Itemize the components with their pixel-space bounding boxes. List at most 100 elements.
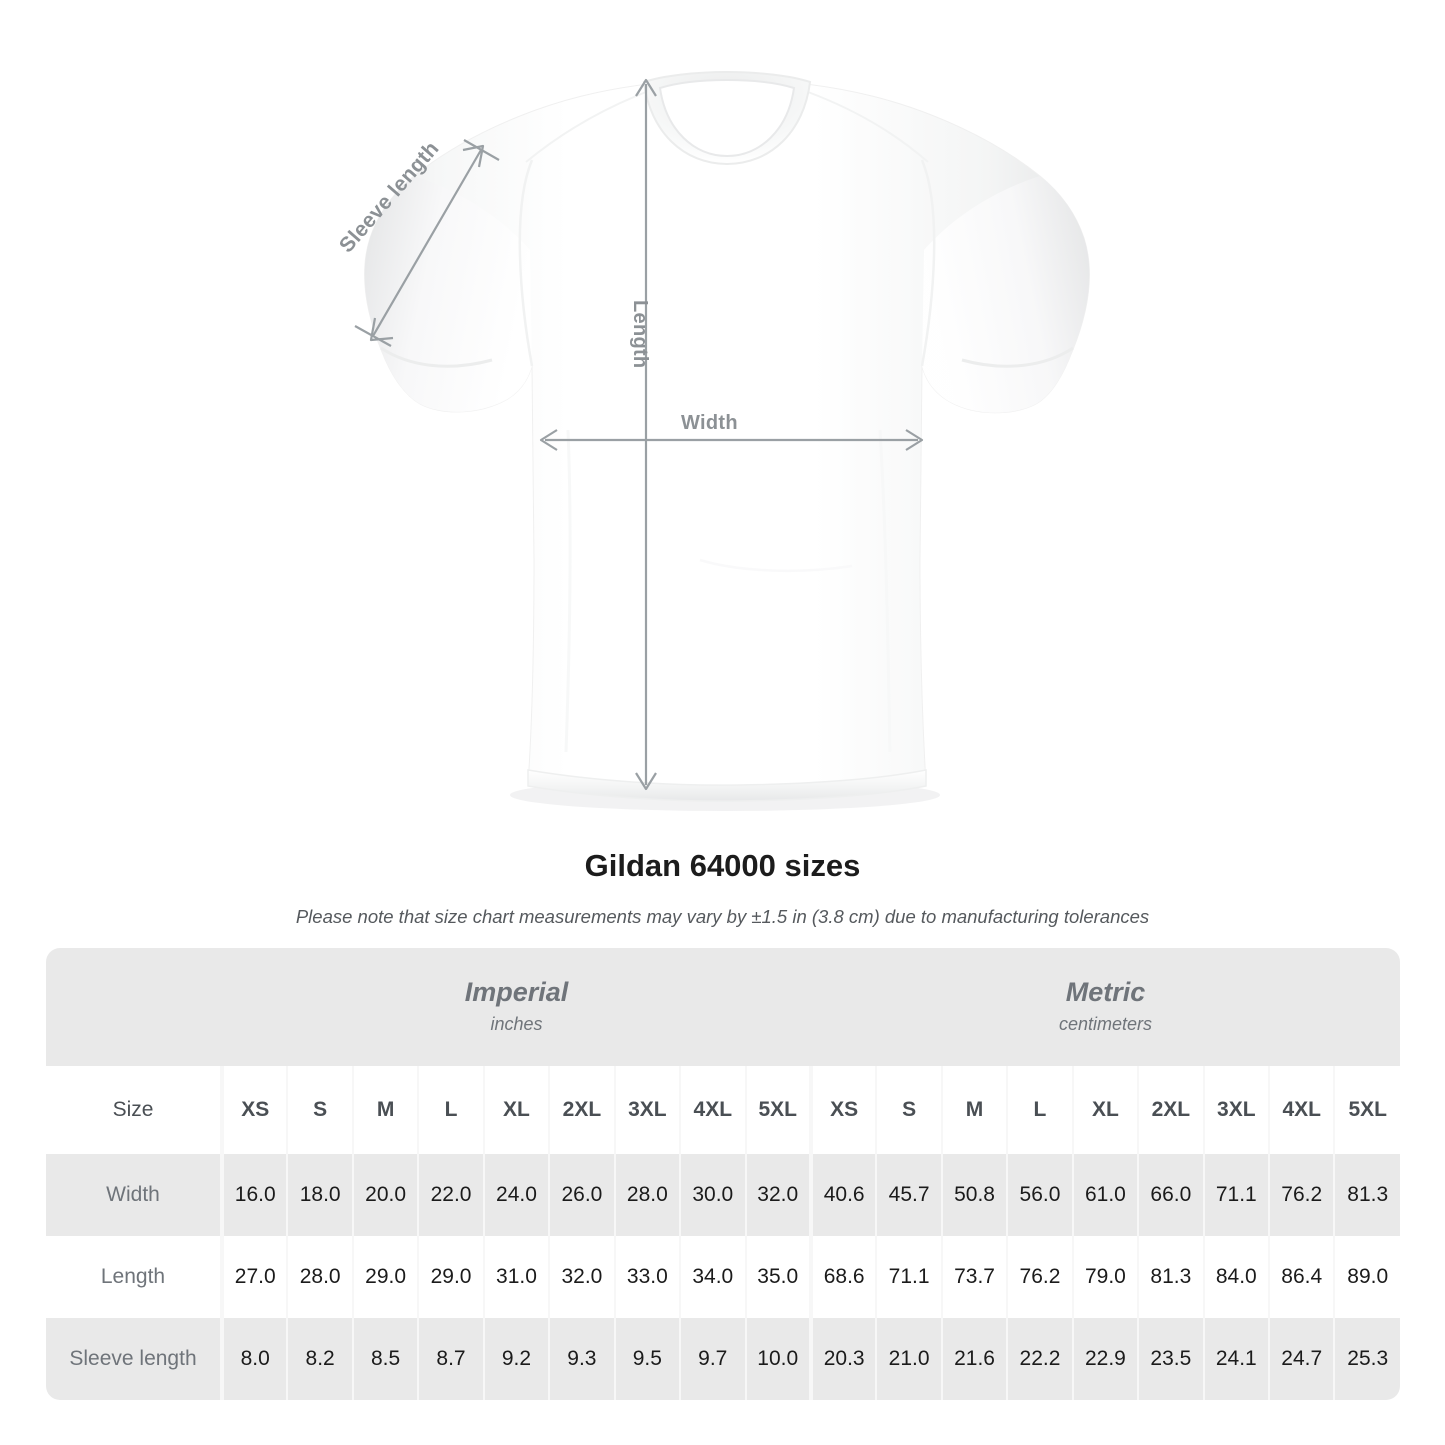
measurement-cell: 29.0: [417, 1236, 484, 1318]
measurement-cell: 50.8: [940, 1154, 1008, 1236]
measurement-cell: 31.0: [482, 1236, 550, 1318]
size-header-cell: M: [940, 1066, 1008, 1154]
size-header-cell: M: [351, 1066, 419, 1154]
measurement-cell: 16.0: [219, 1154, 288, 1236]
measurement-cell: 22.0: [417, 1154, 484, 1236]
measurement-cell: 81.3: [1137, 1236, 1204, 1318]
measurement-cell: 9.2: [482, 1318, 550, 1400]
measurement-cell: 25.3: [1333, 1318, 1400, 1400]
tolerance-note: Please note that size chart measurements…: [295, 906, 1150, 927]
table-row: Length 27.0 28.0 29.0 29.0 31.0 32.0 33.0 34.0 35…: [46, 1236, 1400, 1318]
measurement-cell: 29.0: [351, 1236, 419, 1318]
page-title: Gildan 64000 sizes: [584, 848, 861, 883]
measurement-cell: 33.0: [613, 1236, 681, 1318]
measurement-cell: 61.0: [1071, 1154, 1139, 1236]
size-header-cell: S: [286, 1066, 353, 1154]
left-shoulder-fold: [525, 91, 647, 163]
measurement-cell: 22.9: [1071, 1318, 1139, 1400]
sleeve-dimension-arrow: [354, 139, 500, 347]
measurement-cell: 24.7: [1267, 1318, 1335, 1400]
size-header-cell: L: [1006, 1066, 1073, 1154]
tshirt-illustration: [354, 70, 1090, 811]
size-header-cell: 2XL: [1137, 1066, 1204, 1154]
measurement-cell: 20.3: [808, 1318, 877, 1400]
measurement-cell: 68.6: [808, 1236, 877, 1318]
table-size-row: Size XS S M L XL 2XL 3XL 4XL 5XL XS S M L XL 2XL 3XL 4XL 5…: [46, 1066, 1400, 1154]
measurement-cell: 24.0: [482, 1154, 550, 1236]
bottom-hem: [527, 769, 927, 802]
system-header-spacer: [46, 948, 222, 1066]
row-label-size: Size: [46, 1066, 222, 1154]
measurement-cell: 73.7: [940, 1236, 1008, 1318]
size-header-cell: 3XL: [613, 1066, 681, 1154]
size-header-cell: 2XL: [548, 1066, 615, 1154]
right-armhole-seam: [920, 159, 936, 367]
measurement-cell: 21.6: [940, 1318, 1008, 1400]
right-shoulder-fold: [807, 91, 929, 163]
right-sleeve-shading: [922, 176, 1090, 413]
system-name: Imperial: [464, 977, 569, 1007]
measurement-cell: 8.2: [286, 1318, 353, 1400]
measurement-cell: 24.1: [1202, 1318, 1269, 1400]
length-label: Length: [629, 300, 651, 369]
tshirt-measurement-diagram: Sleeve length Length Width: [335, 70, 1090, 811]
measurement-cell: 86.4: [1267, 1236, 1335, 1318]
size-header-cell: 4XL: [1267, 1066, 1335, 1154]
measurement-cell: 20.0: [351, 1154, 419, 1236]
measurement-cell: 84.0: [1202, 1236, 1269, 1318]
size-header-cell: XS: [219, 1066, 288, 1154]
collar-inner: [658, 78, 796, 158]
size-header-cell: S: [875, 1066, 942, 1154]
width-label: Width: [681, 412, 738, 434]
size-header-cell: 3XL: [1202, 1066, 1269, 1154]
size-header-cell: XS: [808, 1066, 877, 1154]
size-header-cell: XL: [1071, 1066, 1139, 1154]
system-name: Metric: [1065, 977, 1146, 1007]
width-dimension-arrow: [539, 429, 924, 451]
left-armhole-seam: [518, 159, 534, 367]
measurement-cell: 35.0: [744, 1236, 811, 1318]
measurement-cell: 79.0: [1071, 1236, 1139, 1318]
measurement-cell: 9.3: [548, 1318, 615, 1400]
body-fold-1: [564, 429, 572, 753]
body-fold-3: [699, 558, 853, 573]
measurement-cell: 23.5: [1137, 1318, 1204, 1400]
measurement-cell: 40.6: [808, 1154, 877, 1236]
measurement-cell: 81.3: [1333, 1154, 1400, 1236]
measurement-cell: 71.1: [875, 1236, 942, 1318]
size-header-cell: XL: [482, 1066, 550, 1154]
system-header-imperial: Imperial inches: [222, 948, 811, 1066]
measurement-cell: 76.2: [1267, 1154, 1335, 1236]
table-system-header-row: Imperial inches Metric centimeters: [46, 948, 1400, 1066]
measurement-cell: 8.5: [351, 1318, 419, 1400]
system-unit: inches: [490, 1014, 543, 1034]
system-header-metric: Metric centimeters: [810, 948, 1400, 1066]
measurement-cell: 9.5: [613, 1318, 681, 1400]
size-header-cell: 5XL: [744, 1066, 811, 1154]
measurement-cell: 34.0: [679, 1236, 746, 1318]
right-sleeve-hem: [961, 346, 1074, 368]
measurement-cell: 21.0: [875, 1318, 942, 1400]
measurement-cell: 28.0: [286, 1236, 353, 1318]
measurement-cell: 32.0: [548, 1236, 615, 1318]
size-header-cell: L: [417, 1066, 484, 1154]
measurement-cell: 27.0: [219, 1236, 288, 1318]
measurement-cell: 32.0: [744, 1154, 811, 1236]
body-fold-2: [878, 429, 892, 753]
measurement-cell: 22.2: [1006, 1318, 1073, 1400]
measurement-cell: 28.0: [613, 1154, 681, 1236]
measurement-cell: 66.0: [1137, 1154, 1204, 1236]
measurement-cell: 76.2: [1006, 1236, 1073, 1318]
measurement-cell: 8.7: [417, 1318, 484, 1400]
size-chart-table-wrapper: Imperial inches Metric centimeters Size XS S M L…: [46, 948, 1400, 1400]
table-row: Width 16.0 18.0 20.0 22.0 24.0 26.0 28.0 30.0 32.…: [46, 1154, 1400, 1236]
measurement-cell: 89.0: [1333, 1236, 1400, 1318]
row-label-width: Width: [46, 1154, 222, 1236]
measurement-cell: 45.7: [875, 1154, 942, 1236]
length-dimension-arrow: [635, 78, 657, 791]
row-label-sleeve-length: Sleeve length: [46, 1318, 222, 1400]
left-sleeve-shading: [364, 176, 532, 412]
measurement-cell: 10.0: [744, 1318, 811, 1400]
table-row: Sleeve length 8.0 8.2 8.5 8.7 9.2 9.3 9.5 9.7 10.…: [46, 1318, 1400, 1400]
measurement-cell: 18.0: [286, 1154, 353, 1236]
